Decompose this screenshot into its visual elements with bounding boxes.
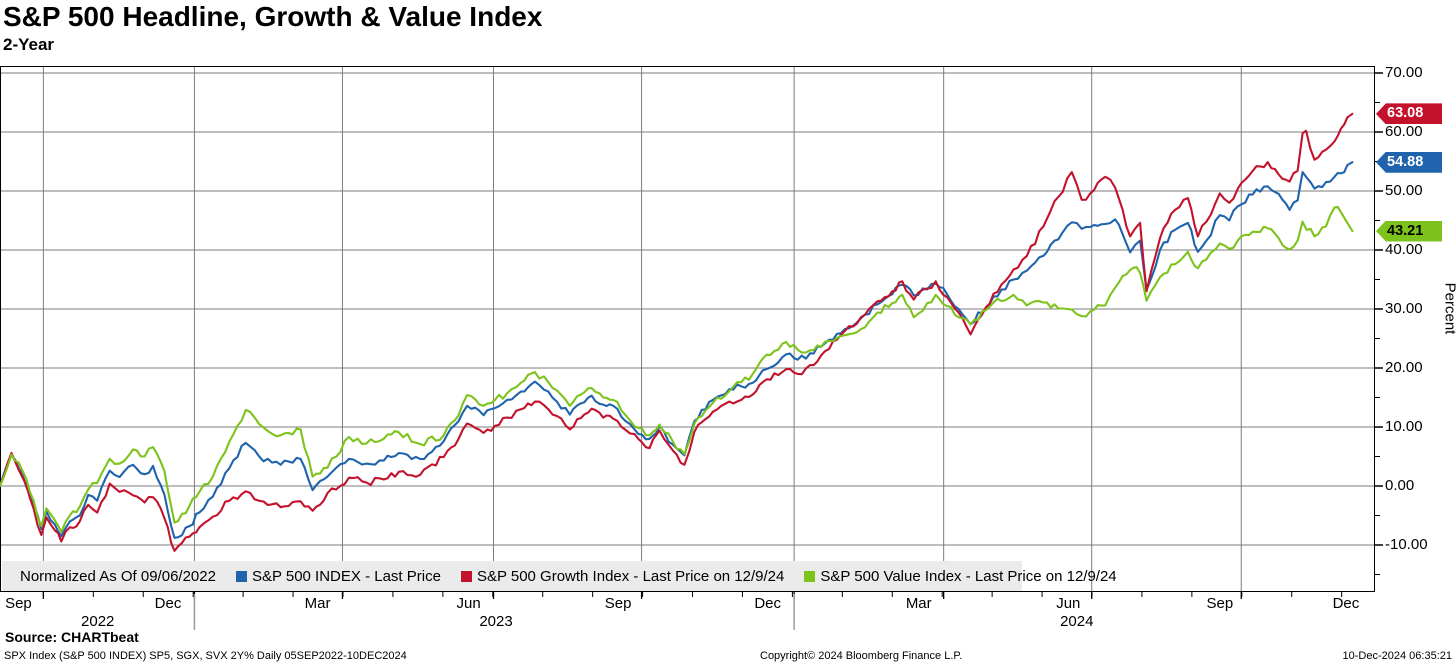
legend-swatch-growth — [460, 570, 472, 582]
last-price-tag-value[interactable]: 43.21 — [1376, 220, 1442, 242]
y-axis-tick-label: 10.00 — [1385, 418, 1423, 435]
y-axis-tick-label: 20.00 — [1385, 359, 1423, 376]
legend-swatch-value — [804, 570, 816, 582]
plot-frame — [0, 66, 1375, 592]
x-axis-month-label: Sep — [5, 595, 32, 612]
legend-swatch-index — [235, 570, 247, 582]
legend-label-index: S&P 500 INDEX - Last Price — [251, 567, 441, 585]
legend-item-sp500-value[interactable]: S&P 500 Value Index - Last Price on 12/9… — [804, 567, 1117, 585]
series-line-sp500-index[interactable] — [0, 161, 1354, 539]
normalized-as-of-label: Normalized As Of 09/06/2022 — [20, 567, 216, 585]
x-axis-month-label: Jun — [456, 595, 481, 612]
x-axis-year-label: 2023 — [479, 613, 513, 630]
x-axis-year-label: 2024 — [1060, 613, 1094, 630]
x-axis-month-label: Sep — [604, 595, 632, 612]
x-axis-month-label: Jun — [1056, 595, 1081, 612]
y-axis-tick-label: 40.00 — [1385, 241, 1423, 258]
last-price-tag-growth[interactable]: 63.08 — [1376, 103, 1442, 125]
legend-item-sp500-growth[interactable]: S&P 500 Growth Index - Last Price on 12/… — [460, 567, 785, 585]
page-title: S&P 500 Headline, Growth & Value Index — [3, 1, 543, 32]
chart-legend: Normalized As Of 09/06/2022 S&P 500 INDE… — [2, 561, 1117, 591]
y-axis-tick-label: 30.00 — [1385, 300, 1423, 317]
x-axis-month-label: Mar — [304, 595, 331, 612]
x-axis-month-label: Dec — [154, 595, 182, 612]
last-price-tag-index[interactable]: 54.88 — [1376, 151, 1442, 173]
series-line-sp500-growth[interactable] — [0, 112, 1354, 552]
x-axis-month-label: Dec — [754, 595, 782, 612]
series-line-sp500-value[interactable] — [0, 205, 1354, 534]
y-axis-title: Percent — [1441, 282, 1456, 335]
y-axis-tick-label: 0.00 — [1385, 477, 1415, 494]
timestamp-label: 10-Dec-2024 06:35:21 — [1342, 650, 1452, 662]
x-axis-year-label: 2022 — [81, 613, 115, 630]
chart-period-subtitle: 2-Year — [3, 35, 55, 54]
x-axis-month-label: Dec — [1332, 595, 1360, 612]
legend-item-sp500-index[interactable]: S&P 500 INDEX - Last Price — [235, 567, 441, 585]
legend-label-growth: S&P 500 Growth Index - Last Price on 12/… — [476, 567, 785, 585]
y-axis-tick-label: 50.00 — [1385, 182, 1423, 199]
x-axis-month-label: Mar — [905, 595, 932, 612]
y-axis-tick-label: 60.00 — [1385, 123, 1423, 140]
ticker-meta-label: SPX Index (S&P 500 INDEX) SP5, SGX, SVX … — [4, 650, 407, 662]
source-label: Source: CHARTbeat — [5, 629, 139, 645]
x-axis-month-label: Sep — [1206, 595, 1234, 612]
legend-label-value: S&P 500 Value Index - Last Price on 12/9… — [820, 567, 1117, 585]
y-axis-tick-label: 70.00 — [1385, 64, 1423, 81]
copyright-label: Copyright© 2024 Bloomberg Finance L.P. — [760, 650, 963, 662]
y-axis-tick-label: -10.00 — [1385, 536, 1428, 553]
